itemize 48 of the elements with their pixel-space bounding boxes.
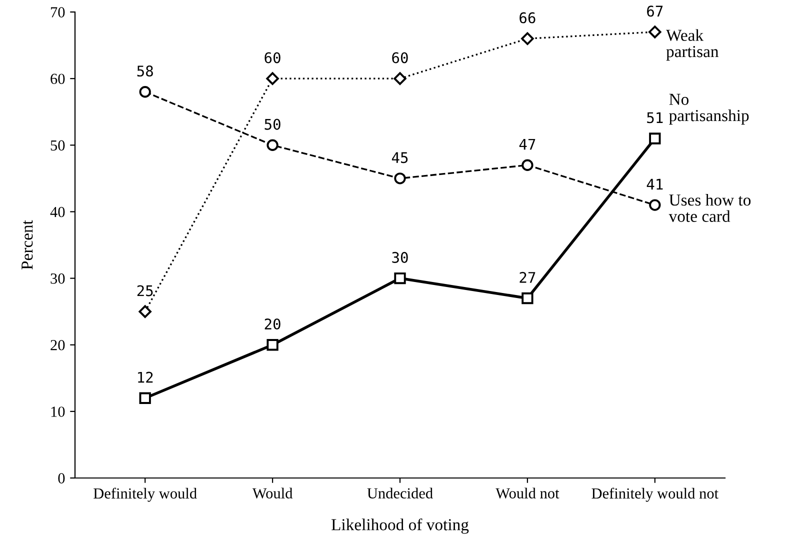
data-label: 20 <box>264 318 280 330</box>
data-label: 27 <box>520 272 536 283</box>
series-label: Uses how to vote card <box>668 194 751 222</box>
y-tick-label: 20 <box>50 340 65 350</box>
x-axis-title: Likelihood of voting <box>332 518 469 534</box>
data-label: 47 <box>519 138 536 150</box>
point <box>266 72 279 85</box>
point <box>394 72 406 85</box>
x-tick-label: Definitely would not <box>592 488 718 502</box>
data-label: 60 <box>392 52 408 64</box>
y-axis-title: Percent <box>22 220 33 270</box>
series-label: Weak partisan <box>666 29 719 61</box>
point <box>394 172 406 184</box>
point <box>266 339 278 351</box>
data-label: 51 <box>647 112 663 124</box>
x-tick-label: Would not <box>496 488 560 499</box>
y-tick-label: 60 <box>50 74 65 84</box>
y-tick-label: 0 <box>58 473 65 484</box>
data-label: 30 <box>392 252 408 263</box>
y-tick-label: 70 <box>51 7 65 18</box>
data-label: 58 <box>137 66 153 77</box>
y-tick-label: 10 <box>51 406 65 417</box>
data-label: 45 <box>392 152 408 164</box>
point <box>522 159 534 171</box>
y-tick-label: 40 <box>50 206 65 218</box>
data-label: 60 <box>264 52 280 64</box>
data-label: 66 <box>520 12 536 24</box>
y-tick-label: 50 <box>50 140 65 151</box>
y-tick-label: 30 <box>50 273 65 284</box>
point <box>139 86 151 98</box>
point <box>521 32 534 46</box>
point <box>138 305 152 318</box>
point <box>266 139 278 151</box>
data-label: 67 <box>647 6 663 17</box>
data-label: 12 <box>138 372 153 383</box>
point <box>139 392 151 404</box>
series-label: No partisanship <box>669 94 749 125</box>
x-tick-label: Undecided <box>367 488 433 498</box>
x-tick-label: Definitely would <box>94 488 197 502</box>
point <box>522 292 534 304</box>
point <box>649 132 661 144</box>
data-label: 41 <box>646 178 663 190</box>
point <box>394 272 406 284</box>
x-tick-label: Would <box>252 488 293 499</box>
point <box>648 26 662 38</box>
data-label: 50 <box>264 118 280 130</box>
point <box>649 199 661 211</box>
data-label: 25 <box>137 285 153 296</box>
